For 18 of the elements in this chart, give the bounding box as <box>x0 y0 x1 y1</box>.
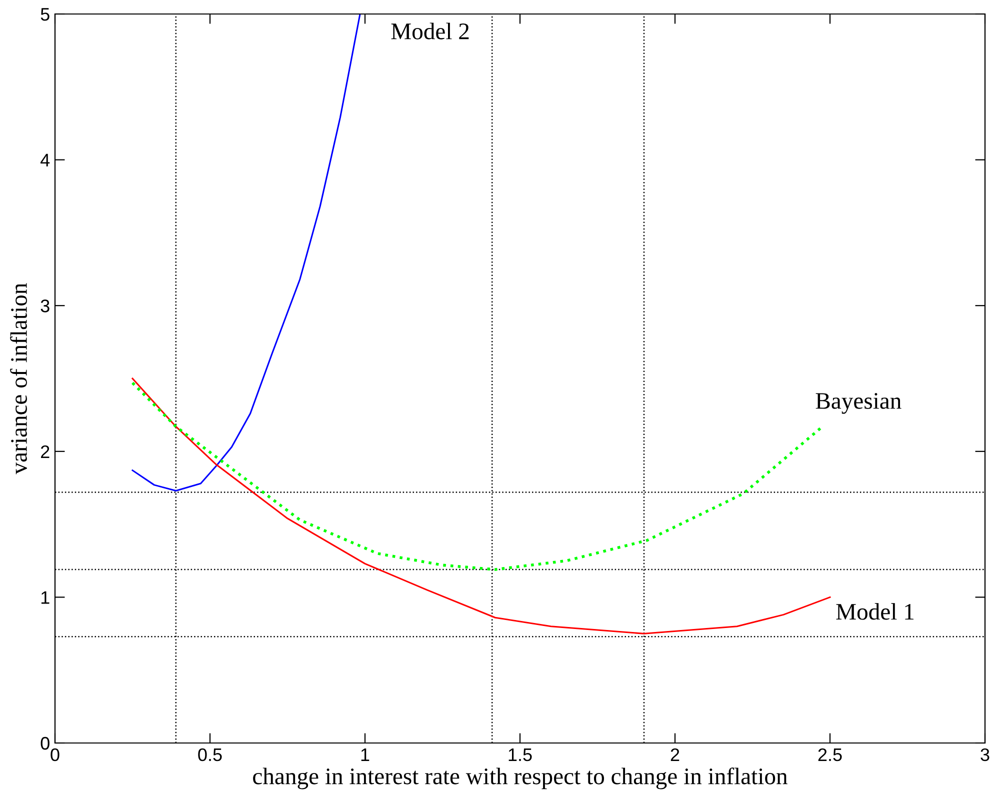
x-axis-title: change in interest rate with respect to change in inflation <box>253 767 788 790</box>
y-tick-label: 3 <box>40 300 50 312</box>
x-tick-label: 2.5 <box>818 748 842 762</box>
y-axis-title: variance of inflation <box>10 283 27 474</box>
y-tick-label: 4 <box>40 154 50 166</box>
x-tick-label: 2 <box>670 748 680 761</box>
y-tick-label: 2 <box>41 445 50 458</box>
x-tick-label: 1.5 <box>508 748 532 762</box>
series-label: Model 2 <box>391 22 469 40</box>
y-tick-label: 0 <box>40 736 50 750</box>
y-tick-label: 5 <box>40 8 50 21</box>
series-label: Model 1 <box>836 603 914 620</box>
x-tick-label: 1 <box>361 748 370 761</box>
x-tick-label: 0 <box>50 748 60 762</box>
x-tick-label: 0.5 <box>198 748 222 762</box>
series-label: Bayesian <box>816 393 902 414</box>
y-tick-label: 1 <box>41 591 50 604</box>
x-tick-label: 3 <box>980 748 990 762</box>
